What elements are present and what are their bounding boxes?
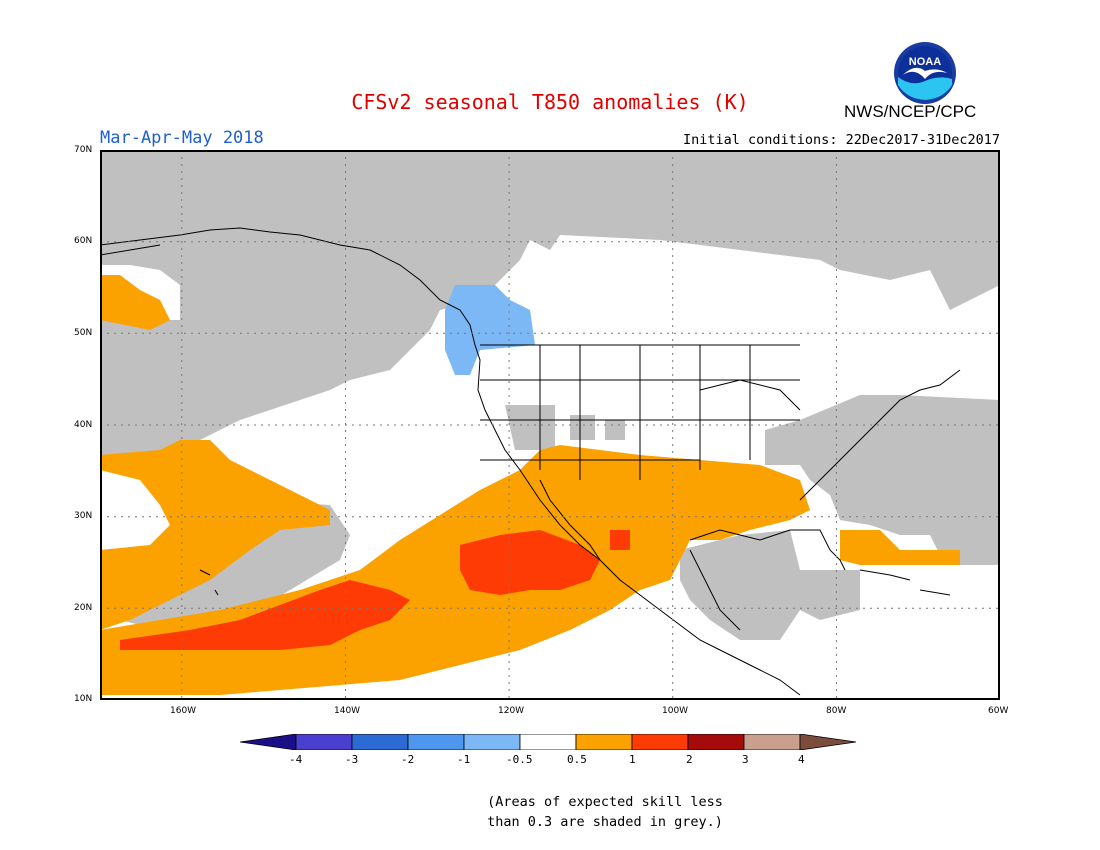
aleutian-coast <box>100 244 161 256</box>
colorbar-tick-1: -3 <box>345 753 359 766</box>
red-tropical-pacific-band <box>120 580 410 650</box>
colorbar-tick-0: -4 <box>289 753 303 766</box>
colorbar-tick-9: 4 <box>798 753 805 766</box>
colorbar-tick-8: 3 <box>742 753 749 766</box>
colorbar-cell <box>575 734 633 750</box>
colorbar-tick-5: 0.5 <box>567 753 587 766</box>
grey-east-us-atlantic <box>765 395 1000 565</box>
grey-west-us-1 <box>505 405 555 450</box>
blue-pacific-northwest <box>445 285 535 375</box>
lon-label-140w: 140W <box>334 706 361 716</box>
colorbar-cell <box>799 734 857 750</box>
colorbar-tick-2: -2 <box>401 753 415 766</box>
red-baja-west <box>460 530 600 595</box>
caribbean-islands <box>859 569 951 596</box>
grey-west-us-3 <box>605 420 625 440</box>
colorbar-tick-6: 1 <box>629 753 636 766</box>
yucatan-coast <box>689 549 741 631</box>
agency-label: NWS/NCEP/CPC <box>844 102 977 121</box>
map-frame <box>100 150 1000 700</box>
colorbar <box>240 734 857 750</box>
state-borders <box>480 344 800 480</box>
orange-gulf-of-alaska <box>100 275 170 330</box>
anomaly-map <box>100 150 1000 700</box>
skill-note: (Areas of expected skill less than 0.3 a… <box>440 792 770 832</box>
lat-label-60n: 60N <box>74 236 93 246</box>
chart-title: CFSv2 seasonal T850 anomalies (K) <box>351 90 749 114</box>
grey-north-pacific <box>100 150 1000 455</box>
colorbar-tick-4: -0.5 <box>506 753 533 766</box>
red-mexico-patch <box>610 530 630 550</box>
gulf-coast <box>689 529 846 571</box>
lat-label-20n: 20N <box>74 603 93 613</box>
grid-lines <box>100 150 1000 700</box>
grey-west-us-2 <box>570 415 595 440</box>
colorbar-cell <box>295 734 353 750</box>
grey-low-skill-areas <box>100 150 1000 640</box>
logo-text: NOAA <box>909 56 941 68</box>
lat-label-70n: 70N <box>74 145 93 155</box>
skill-note-line2: than 0.3 are shaded in grey.) <box>487 814 723 830</box>
lon-label-80w: 80W <box>826 706 847 716</box>
colorbar-cell <box>631 734 689 750</box>
colorbar-cell <box>519 734 577 750</box>
lat-label-30n: 30N <box>74 511 93 521</box>
lon-label-120w: 120W <box>498 706 525 716</box>
lat-label-40n: 40N <box>74 420 93 430</box>
grey-gulf-caribbean <box>680 530 800 640</box>
grey-caribbean <box>790 570 860 620</box>
colorbar-cell <box>463 734 521 750</box>
colorbar-tick-7: 2 <box>686 753 693 766</box>
west-coastline <box>100 227 801 696</box>
baja-coast <box>539 479 601 561</box>
colorbar-cells <box>240 734 857 750</box>
initial-conditions-label: Initial conditions: 22Dec2017-31Dec2017 <box>683 132 1000 148</box>
colorbar-tick-3: -1 <box>457 753 471 766</box>
colorbar-cell <box>351 734 409 750</box>
lon-label-60w: 60W <box>988 706 1009 716</box>
coastlines <box>100 227 961 696</box>
season-label: Mar-Apr-May 2018 <box>100 128 264 148</box>
east-coast <box>799 369 961 501</box>
noaa-logo: NOAA <box>894 42 956 104</box>
colorbar-cell <box>743 734 801 750</box>
orange-subtropical-pacific-west <box>100 440 330 630</box>
great-lakes <box>699 379 801 411</box>
lat-label-10n: 10N <box>74 694 93 704</box>
anomaly-minus1-to-minus0.5 <box>445 285 535 375</box>
colorbar-cell <box>407 734 465 750</box>
lat-label-50n: 50N <box>74 328 93 338</box>
lon-label-100w: 100W <box>662 706 689 716</box>
orange-atlantic-patch <box>840 530 960 565</box>
anomaly-1-to-2 <box>120 530 630 650</box>
colorbar-cell <box>687 734 745 750</box>
skill-note-line1: (Areas of expected skill less <box>487 794 723 810</box>
lon-label-160w: 160W <box>170 706 197 716</box>
hawaii-islands <box>199 569 219 596</box>
colorbar-cell <box>240 734 297 750</box>
